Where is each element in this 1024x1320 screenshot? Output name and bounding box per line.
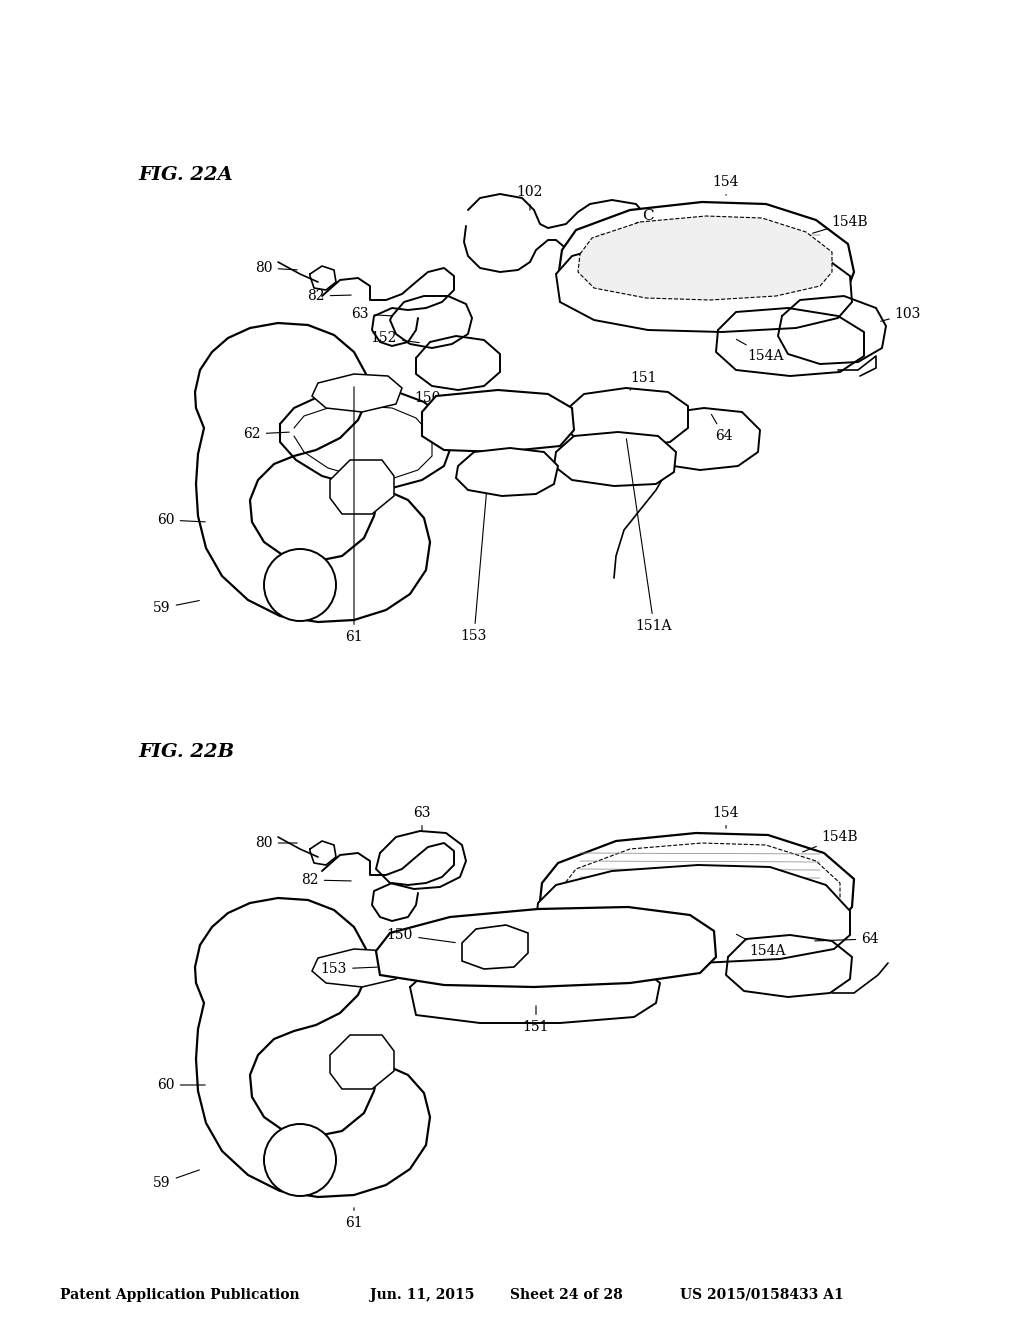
Text: 64: 64 [815, 932, 879, 946]
Text: 151: 151 [522, 1006, 549, 1034]
Text: Jun. 11, 2015: Jun. 11, 2015 [370, 1288, 474, 1302]
Polygon shape [422, 389, 574, 451]
Polygon shape [330, 459, 394, 513]
Polygon shape [195, 898, 430, 1197]
Text: 154A: 154A [736, 935, 786, 958]
Text: 82: 82 [301, 873, 351, 887]
Polygon shape [556, 236, 852, 333]
Polygon shape [558, 202, 854, 326]
Text: 61: 61 [345, 387, 362, 644]
Polygon shape [456, 447, 558, 496]
Polygon shape [312, 374, 402, 412]
Text: 152: 152 [371, 331, 419, 345]
Text: Sheet 24 of 28: Sheet 24 of 28 [510, 1288, 623, 1302]
Text: 59: 59 [154, 601, 200, 615]
Text: 60: 60 [158, 513, 205, 527]
Text: 61: 61 [345, 1208, 362, 1230]
Text: 63: 63 [351, 308, 391, 321]
Circle shape [264, 549, 336, 620]
Text: 150: 150 [387, 928, 456, 942]
Polygon shape [536, 865, 850, 964]
Polygon shape [540, 833, 854, 945]
Text: 151A: 151A [627, 438, 672, 634]
Polygon shape [462, 925, 528, 969]
Text: FIG. 22A: FIG. 22A [138, 166, 232, 183]
Polygon shape [376, 907, 716, 987]
Circle shape [264, 1125, 336, 1196]
Text: 80: 80 [255, 836, 297, 850]
Text: 154B: 154B [803, 830, 858, 851]
Text: Patent Application Publication: Patent Application Publication [60, 1288, 300, 1302]
Text: 151: 151 [630, 371, 657, 391]
Text: 154: 154 [713, 807, 739, 828]
Polygon shape [312, 949, 402, 987]
Text: 63: 63 [414, 807, 431, 830]
Text: 82: 82 [307, 289, 351, 304]
Text: 153: 153 [461, 455, 489, 643]
Polygon shape [554, 432, 676, 486]
Text: 59: 59 [154, 1170, 200, 1191]
Text: 153: 153 [321, 962, 377, 975]
Text: 103: 103 [881, 308, 922, 321]
Text: 154B: 154B [813, 215, 868, 234]
Text: 154: 154 [713, 176, 739, 195]
Text: 150: 150 [415, 391, 456, 407]
Text: 64: 64 [712, 414, 733, 444]
Text: 102: 102 [517, 185, 543, 210]
Text: 60: 60 [158, 1078, 205, 1092]
Text: C: C [642, 209, 653, 223]
Polygon shape [195, 323, 430, 622]
Polygon shape [566, 388, 688, 447]
Text: US 2015/0158433 A1: US 2015/0158433 A1 [680, 1288, 844, 1302]
Text: 80: 80 [255, 261, 297, 275]
Polygon shape [578, 216, 831, 300]
Text: FIG. 22B: FIG. 22B [138, 743, 234, 762]
Text: 154A: 154A [736, 339, 784, 363]
Polygon shape [330, 1035, 394, 1089]
Text: 62: 62 [244, 426, 289, 441]
